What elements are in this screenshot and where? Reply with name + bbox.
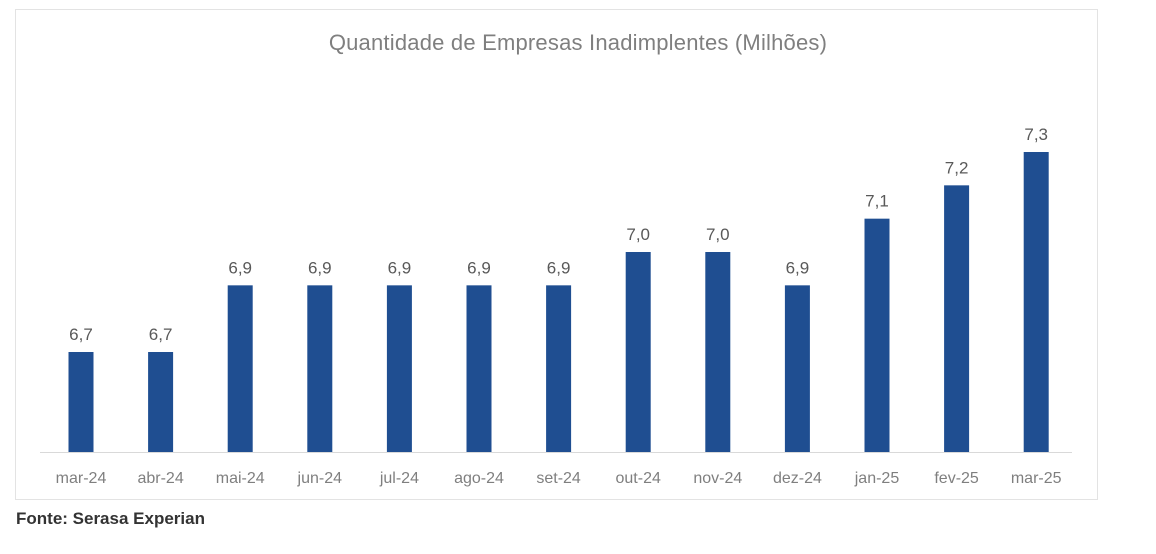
chart-title: Quantidade de Empresas Inadimplentes (Mi… (328, 30, 828, 55)
data-label-fev-25: 7,2 (945, 158, 969, 177)
x-tick-abr-24: abr-24 (137, 470, 183, 487)
data-label-jan-25: 7,1 (865, 192, 889, 211)
x-tick-nov-24: nov-24 (693, 470, 742, 487)
bar-ago-24 (466, 285, 492, 452)
x-tick-mai-24: mai-24 (216, 470, 265, 487)
x-tick-jan-25: jan-25 (854, 470, 900, 487)
bar-mai-24 (227, 285, 253, 452)
data-label-dez-24: 6,9 (786, 258, 810, 277)
x-tick-ago-24: ago-24 (454, 470, 504, 487)
x-tick-jun-24: jun-24 (297, 470, 343, 487)
x-tick-set-24: set-24 (536, 470, 581, 487)
data-label-abr-24: 6,7 (149, 325, 173, 344)
source-note: Fonte: Serasa Experian (16, 509, 205, 528)
bar-set-24 (546, 285, 572, 452)
bar-jul-24 (386, 285, 412, 452)
data-label-set-24: 6,9 (547, 258, 571, 277)
bar-dez-24 (784, 285, 810, 452)
bar-out-24 (625, 252, 651, 452)
x-tick-mar-24: mar-24 (56, 470, 107, 487)
bar-fev-25 (944, 185, 970, 453)
data-label-jul-24: 6,9 (388, 258, 412, 277)
bar-jun-24 (307, 285, 333, 452)
bar-mar-24 (68, 352, 94, 452)
bar-nov-24 (705, 252, 731, 452)
bar-abr-24 (148, 352, 174, 452)
x-tick-jul-24: jul-24 (379, 470, 419, 487)
data-label-nov-24: 7,0 (706, 225, 730, 244)
x-tick-dez-24: dez-24 (773, 470, 822, 487)
x-tick-mar-25: mar-25 (1011, 470, 1062, 487)
x-tick-fev-25: fev-25 (934, 470, 979, 487)
bar-mar-25 (1023, 152, 1049, 452)
data-label-mai-24: 6,9 (228, 258, 252, 277)
data-label-mar-24: 6,7 (69, 325, 93, 344)
bar-jan-25 (864, 218, 890, 452)
data-label-mar-25: 7,3 (1024, 125, 1048, 144)
x-tick-out-24: out-24 (616, 470, 661, 487)
data-label-out-24: 7,0 (626, 225, 650, 244)
data-label-ago-24: 6,9 (467, 258, 491, 277)
data-label-jun-24: 6,9 (308, 258, 332, 277)
